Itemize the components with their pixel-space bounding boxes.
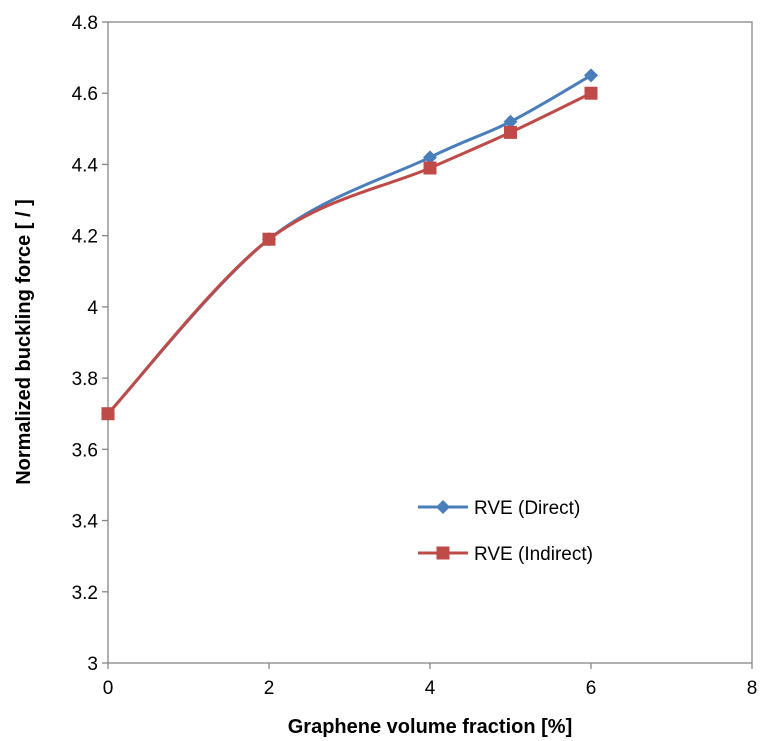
data-point: [504, 125, 517, 139]
series-layer: [101, 68, 598, 421]
legend-swatch-marker: [436, 546, 450, 560]
x-axis-ticks: 0 2 4 6 8: [103, 663, 758, 699]
x-tick-label: 2: [264, 678, 275, 699]
legend-label: RVE (Direct): [474, 498, 580, 519]
legend-label: RVE (Indirect): [474, 544, 593, 565]
data-point: [503, 114, 518, 129]
y-tick-label: 4.8: [72, 13, 98, 34]
x-tick-label: 8: [747, 678, 758, 699]
legend-item: RVE (Indirect): [418, 544, 593, 565]
y-tick-label: 3.2: [72, 583, 98, 604]
legend-swatch-marker: [436, 500, 450, 514]
y-tick-label: 3.4: [72, 512, 99, 533]
x-tick-label: 4: [425, 678, 436, 699]
data-point: [584, 68, 598, 83]
y-tick-label: 4.6: [72, 84, 98, 105]
legend-item: RVE (Direct): [418, 498, 580, 519]
legend: RVE (Direct) RVE (Indirect): [418, 498, 593, 565]
x-tick-label: 6: [586, 678, 597, 699]
y-axis-title: Normalized buckling force [ / ]: [13, 199, 35, 485]
y-tick-label: 3.8: [72, 369, 98, 390]
y-tick-label: 3.6: [72, 440, 98, 461]
plot-area: [107, 21, 753, 664]
y-tick-label: 4.4: [72, 155, 99, 176]
series-line: [106, 91, 592, 415]
x-tick-label: 0: [103, 678, 114, 699]
data-point: [262, 232, 276, 246]
x-axis-title: Graphene volume fraction [%]: [288, 716, 573, 738]
y-tick-label: 3: [87, 654, 98, 675]
y-tick-label: 4: [87, 298, 98, 319]
data-point: [423, 150, 437, 165]
series-rve-indirect: [101, 86, 598, 421]
y-tick-label: 4.2: [72, 227, 98, 248]
y-axis-ticks: 3 3.2 3.4 3.6 3.8 4 4.2 4.4 4.6 4.8: [72, 13, 108, 675]
data-point: [423, 161, 437, 175]
data-point: [101, 407, 115, 421]
data-point: [584, 86, 598, 100]
